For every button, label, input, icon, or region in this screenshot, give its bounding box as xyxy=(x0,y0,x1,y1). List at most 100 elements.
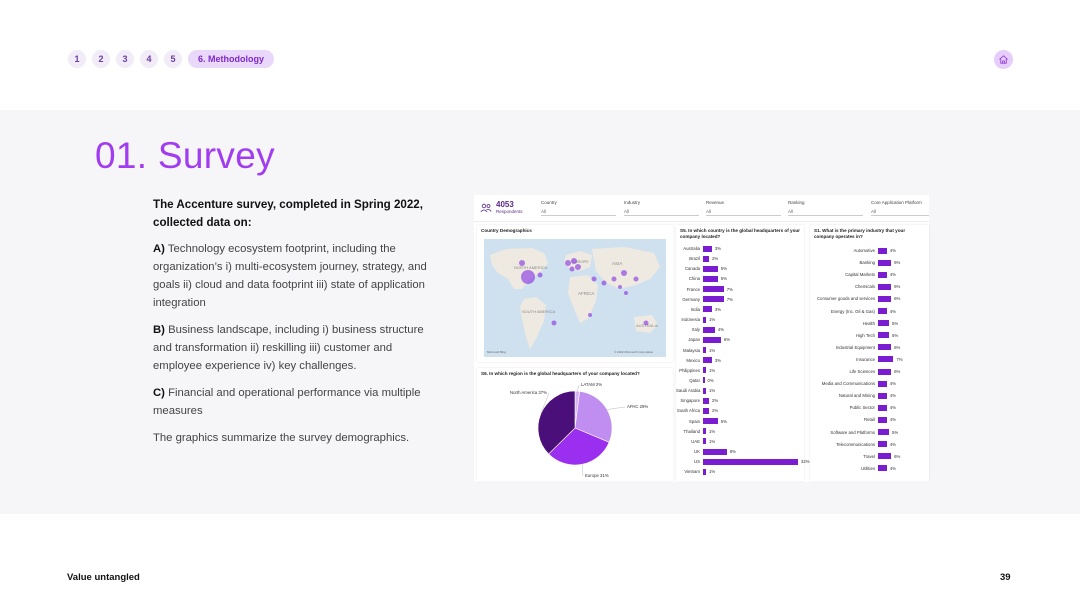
industries-row: Automotive 4% xyxy=(810,247,896,254)
industries-label: Automotive xyxy=(853,248,876,253)
countries-row: Japan 6% xyxy=(676,336,730,343)
countries-bar xyxy=(703,286,724,293)
industries-label: Life Sciences xyxy=(849,369,875,374)
countries-row: India 3% xyxy=(676,306,721,313)
nav-item-3[interactable]: 3 xyxy=(116,50,134,68)
region-label-australia: AUSTRALIA xyxy=(636,323,659,328)
industry-chart-title: S1. What is the primary industry that yo… xyxy=(814,228,906,239)
item-c: C) Financial and operational performance… xyxy=(153,384,443,420)
region-pie-panel: S6. In which region is the global headqu… xyxy=(477,368,673,481)
countries-row: Germany 7% xyxy=(676,296,733,303)
countries-row: Spain 5% xyxy=(676,418,727,425)
nav-item-4[interactable]: 4 xyxy=(140,50,158,68)
countries-label: Spain xyxy=(689,418,700,424)
map-bubble xyxy=(611,276,617,282)
countries-bar xyxy=(703,265,718,272)
industries-row: Banking 6% xyxy=(810,259,900,266)
industries-label: Natural and Mining xyxy=(838,393,875,399)
map-bubble xyxy=(624,291,628,295)
industries-bar xyxy=(878,259,892,266)
footer-title: Value untangled xyxy=(67,572,140,583)
countries-bar xyxy=(703,326,715,333)
countries-value: 3% xyxy=(714,357,722,363)
map-title: Country Demographics xyxy=(481,228,532,233)
industries-label: Software and Platforms xyxy=(830,429,875,435)
industries-label: Banking xyxy=(859,260,875,266)
industries-row: Natural and Mining 4% xyxy=(810,392,896,399)
countries-value: 1% xyxy=(708,388,716,394)
industries-bar xyxy=(878,271,887,278)
filter-platform[interactable]: Core Application Platform All xyxy=(871,200,929,216)
filter-industry-value[interactable]: All xyxy=(624,209,699,216)
industries-row: Capital Markets 4% xyxy=(810,271,896,278)
countries-row: Malaysia 1% xyxy=(676,347,715,354)
countries-label: China xyxy=(688,276,700,282)
page-number: 39 xyxy=(1000,572,1011,583)
industries-bar xyxy=(878,453,892,460)
home-button[interactable] xyxy=(994,50,1013,69)
industries-bar xyxy=(878,380,887,387)
countries-label: Japan xyxy=(688,337,700,343)
item-a-text: Technology ecosystem footprint, includin… xyxy=(153,243,427,309)
filter-country[interactable]: Country All xyxy=(541,200,616,216)
countries-label: Canada xyxy=(684,266,700,272)
industries-label: Utilities xyxy=(861,465,875,471)
countries-label: Philippines xyxy=(679,367,700,373)
region-label-asia: ASIA xyxy=(612,261,622,266)
map-attribution-right: © 2022 Microsoft Corporation xyxy=(614,350,654,354)
region-label-europe: EUROPE xyxy=(572,259,589,264)
countries-row: Qatar 0% xyxy=(676,377,714,384)
nav-item-methodology[interactable]: 6. Methodology xyxy=(188,50,274,68)
industries-label: High Tech xyxy=(855,332,875,338)
filter-country-label: Country xyxy=(541,200,557,205)
filter-platform-label: Core Application Platform xyxy=(871,200,922,205)
countries-value: 7% xyxy=(726,296,733,302)
industries-bar xyxy=(878,344,892,351)
countries-label: Singapore xyxy=(680,398,700,404)
countries-label: US xyxy=(694,459,700,465)
industries-row: Public Sector 4% xyxy=(810,404,896,411)
lead-text: The Accenture survey, completed in Sprin… xyxy=(153,198,423,229)
countries-row: US 32% xyxy=(676,458,810,465)
map-bubble xyxy=(519,260,525,266)
filter-ranking-value[interactable]: All xyxy=(788,209,863,216)
industries-row: Industrial Equipment 6% xyxy=(810,344,900,351)
industries-label: Chemicals xyxy=(854,284,875,290)
countries-label: Italy xyxy=(692,327,700,333)
countries-row: South Africa 2% xyxy=(676,407,718,414)
filter-revenue-value[interactable]: All xyxy=(706,209,781,216)
nav-item-5[interactable]: 5 xyxy=(164,50,182,68)
countries-value: 6% xyxy=(723,337,731,343)
industries-value: 4% xyxy=(889,417,896,423)
industries-value: 6% xyxy=(894,369,901,374)
industries-bar xyxy=(878,247,887,254)
countries-value: 1% xyxy=(708,347,716,353)
industries-bar xyxy=(878,283,892,290)
filter-revenue[interactable]: Revenue All xyxy=(706,200,781,216)
filter-country-value[interactable]: All xyxy=(541,209,616,216)
countries-bar xyxy=(703,357,712,364)
countries-label: UK xyxy=(694,449,700,454)
industries-label: Telecommunications xyxy=(836,441,875,447)
industries-row: Telecommunications 4% xyxy=(810,441,896,448)
countries-row: Canada 5% xyxy=(676,265,727,272)
survey-dashboard: 4053 Respondents Country All Industry Al… xyxy=(474,195,929,482)
countries-value: 5% xyxy=(720,266,728,272)
industries-label: Insurance xyxy=(856,356,875,362)
nav-item-2[interactable]: 2 xyxy=(92,50,110,68)
countries-row: Mexico 3% xyxy=(676,357,721,364)
industries-value: 6% xyxy=(894,260,901,266)
pie-slice-label: LATAM 2% xyxy=(581,382,602,387)
countries-label: Vietnam xyxy=(684,469,700,475)
countries-label: UAE xyxy=(691,438,700,444)
filter-industry[interactable]: Industry All xyxy=(624,200,699,216)
countries-label: Qatar xyxy=(689,377,700,383)
nav-item-1[interactable]: 1 xyxy=(68,50,86,68)
filter-platform-value[interactable]: All xyxy=(871,209,929,216)
industries-value: 4% xyxy=(889,248,896,253)
countries-row: Philippines 1% xyxy=(676,367,715,374)
industries-value: 5% xyxy=(891,332,899,338)
filter-ranking[interactable]: Ranking All xyxy=(788,200,863,216)
region-label-africa: AFRICA xyxy=(578,291,595,296)
industries-label: Travel xyxy=(863,453,875,459)
